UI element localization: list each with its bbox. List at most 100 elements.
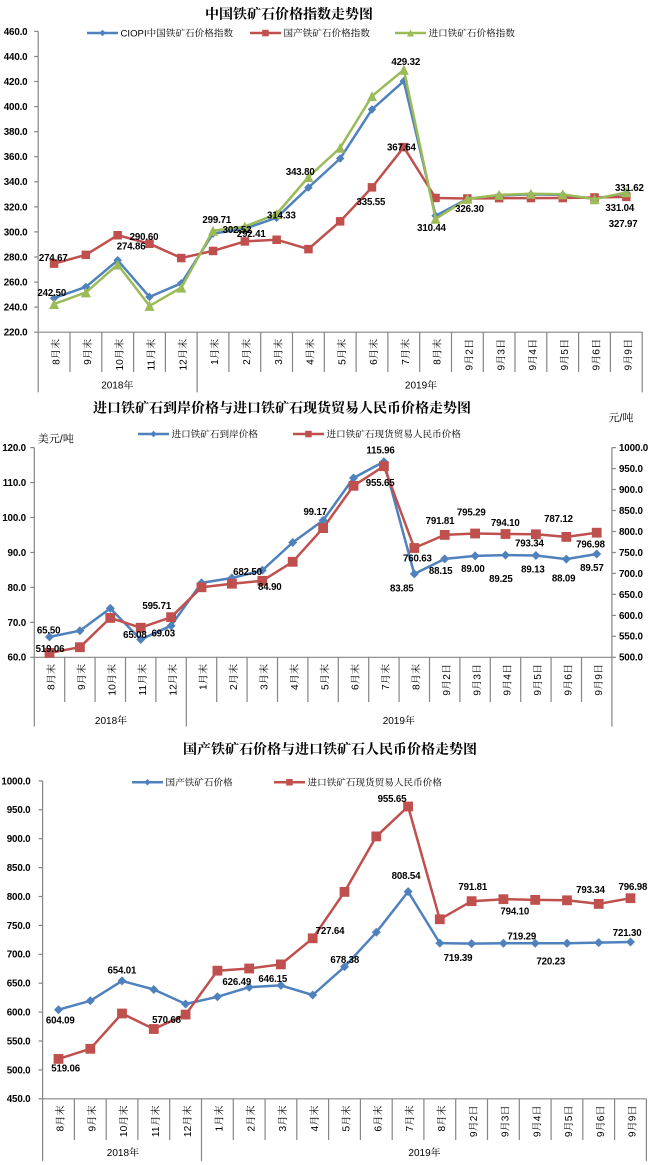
svg-text:791.81: 791.81	[458, 882, 487, 893]
svg-text:727.64: 727.64	[316, 926, 345, 937]
svg-text:9: 9	[533, 690, 544, 696]
svg-text:7: 7	[405, 1126, 416, 1132]
svg-text:500.0: 500.0	[7, 1065, 31, 1076]
svg-text:7: 7	[401, 359, 412, 365]
svg-text:9: 9	[624, 349, 635, 355]
svg-text:240.0: 240.0	[4, 303, 28, 314]
svg-text:600.0: 600.0	[7, 1008, 31, 1019]
svg-text:9: 9	[472, 690, 483, 696]
svg-text:2: 2	[442, 674, 453, 680]
svg-text:9: 9	[496, 365, 507, 371]
svg-text:380.0: 380.0	[4, 127, 28, 138]
svg-text:310.44: 310.44	[417, 223, 446, 234]
svg-text:9: 9	[628, 1131, 639, 1137]
svg-text:600.0: 600.0	[619, 611, 643, 622]
svg-text:2018: 2018	[95, 716, 118, 727]
svg-text:8: 8	[56, 1126, 67, 1132]
svg-text:12: 12	[178, 359, 189, 371]
svg-text:9: 9	[503, 690, 514, 696]
svg-text:796.98: 796.98	[576, 540, 605, 551]
svg-text:791.81: 791.81	[426, 516, 455, 527]
svg-text:320.0: 320.0	[4, 202, 28, 213]
svg-text:8: 8	[437, 1126, 448, 1132]
svg-text:450.0: 450.0	[7, 1094, 31, 1105]
svg-text:115.96: 115.96	[366, 446, 395, 457]
svg-text:950.0: 950.0	[619, 464, 643, 475]
svg-text:331.04: 331.04	[605, 203, 634, 214]
svg-text:5: 5	[564, 1115, 575, 1121]
svg-text:9: 9	[624, 365, 635, 371]
svg-text:9: 9	[77, 684, 88, 690]
svg-text:420.0: 420.0	[4, 77, 28, 88]
svg-text:850.0: 850.0	[7, 863, 31, 874]
svg-text:84.90: 84.90	[258, 582, 282, 593]
svg-text:343.80: 343.80	[286, 167, 315, 178]
svg-text:4: 4	[310, 1126, 321, 1132]
svg-text:9: 9	[594, 690, 605, 696]
svg-text:2019: 2019	[408, 1148, 431, 1159]
svg-text:110.0: 110.0	[3, 478, 27, 489]
svg-text:9: 9	[564, 690, 575, 696]
svg-text:89.25: 89.25	[489, 574, 513, 585]
svg-text:750.0: 750.0	[7, 921, 31, 932]
svg-text:794.10: 794.10	[500, 907, 529, 918]
svg-text:274.86: 274.86	[117, 241, 146, 252]
svg-text:3: 3	[472, 674, 483, 680]
svg-text:2: 2	[469, 1115, 480, 1121]
svg-text:678.38: 678.38	[330, 955, 359, 966]
svg-text:300.0: 300.0	[4, 227, 28, 238]
svg-text:654.01: 654.01	[108, 966, 137, 977]
svg-text:760.63: 760.63	[403, 553, 432, 564]
svg-text:/: /	[619, 413, 623, 425]
svg-text:3: 3	[274, 359, 285, 365]
svg-text:4: 4	[532, 1115, 543, 1121]
svg-text:3: 3	[496, 349, 507, 355]
svg-text:4: 4	[306, 359, 317, 365]
svg-text:796.98: 796.98	[619, 882, 648, 893]
svg-text:9: 9	[501, 1131, 512, 1137]
svg-text:3: 3	[501, 1115, 512, 1121]
svg-text:519.06: 519.06	[51, 1063, 80, 1074]
svg-text:292.41: 292.41	[237, 229, 266, 240]
svg-text:367.64: 367.64	[387, 142, 416, 153]
svg-text:11: 11	[151, 1126, 162, 1137]
svg-text:9: 9	[532, 1131, 543, 1137]
svg-text:429.32: 429.32	[391, 57, 420, 68]
svg-text:9: 9	[594, 674, 605, 680]
svg-text:10: 10	[108, 684, 119, 696]
svg-text:340.0: 340.0	[4, 177, 28, 188]
svg-text:700.0: 700.0	[7, 950, 31, 961]
svg-text:83.85: 83.85	[390, 584, 414, 595]
svg-text:280.0: 280.0	[4, 252, 28, 263]
svg-text:682.50: 682.50	[233, 567, 262, 578]
svg-text:5: 5	[342, 1126, 353, 1132]
svg-text:793.34: 793.34	[576, 885, 605, 896]
svg-text:60.0: 60.0	[8, 653, 27, 664]
svg-text:90.0: 90.0	[8, 548, 27, 559]
svg-text:/: /	[60, 434, 64, 446]
svg-text:6: 6	[369, 359, 380, 365]
svg-text:2: 2	[242, 359, 253, 365]
svg-text:10: 10	[115, 359, 126, 371]
svg-text:850.0: 850.0	[619, 506, 643, 517]
svg-text:9: 9	[87, 1126, 98, 1132]
svg-text:626.49: 626.49	[222, 977, 251, 988]
svg-text:8: 8	[433, 359, 444, 365]
svg-text:9: 9	[83, 359, 94, 365]
svg-text:65.50: 65.50	[37, 625, 61, 636]
svg-text:10: 10	[119, 1125, 130, 1137]
svg-text:9: 9	[469, 1131, 480, 1137]
svg-text:299.71: 299.71	[202, 215, 231, 226]
svg-text:3: 3	[278, 1126, 289, 1132]
svg-text:11: 11	[147, 360, 158, 371]
svg-text:5: 5	[533, 674, 544, 680]
svg-text:9: 9	[442, 690, 453, 696]
svg-text:9: 9	[596, 1131, 607, 1137]
svg-text:719.29: 719.29	[507, 932, 536, 943]
svg-text:4: 4	[528, 349, 539, 355]
svg-text:719.39: 719.39	[444, 953, 473, 964]
svg-text:2: 2	[246, 1126, 257, 1132]
svg-text:460.0: 460.0	[4, 27, 28, 38]
svg-text:CIOPI: CIOPI	[121, 28, 147, 39]
svg-text:80.0: 80.0	[8, 583, 27, 594]
